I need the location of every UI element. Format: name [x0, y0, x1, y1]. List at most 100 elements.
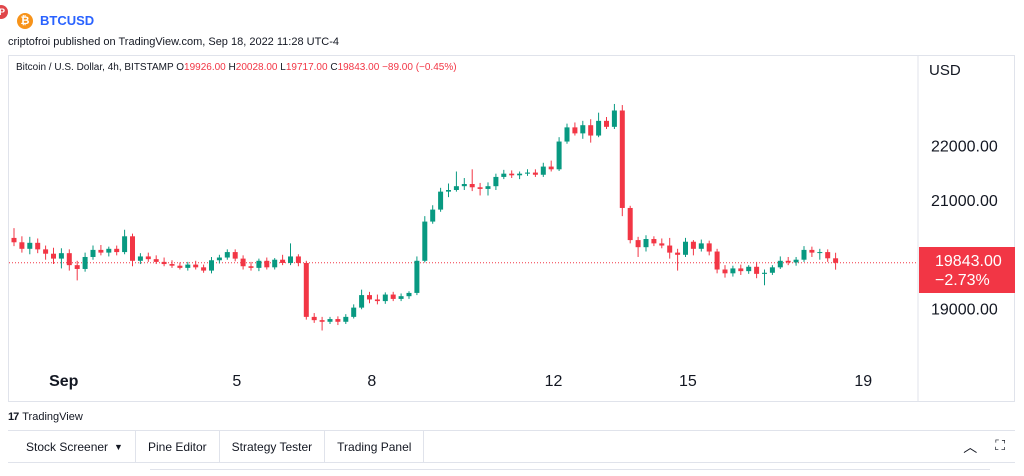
- legend-open-label: O: [176, 62, 185, 73]
- candle-body: [106, 248, 112, 253]
- strategy-tester-button[interactable]: Strategy Tester: [220, 431, 326, 462]
- candle-body: [564, 127, 570, 142]
- candle-body: [532, 172, 538, 175]
- candle-body: [169, 264, 175, 266]
- publish-info: criptofroi published on TradingView.com,…: [8, 36, 340, 48]
- candle-body: [359, 295, 365, 308]
- candle-body: [611, 110, 617, 127]
- candle-body: [311, 316, 317, 321]
- legend-instrument: Bitcoin / U.S. Dollar, 4h, BITSTAMP: [16, 62, 174, 73]
- candle-body: [98, 249, 104, 253]
- tradingview-logo-icon: 17: [8, 411, 19, 423]
- x-tick-label: 15: [679, 373, 697, 390]
- divider: [150, 469, 990, 470]
- candle-body: [706, 243, 712, 252]
- candle-body: [256, 260, 262, 268]
- candle-body: [327, 319, 333, 322]
- candle-body: [248, 266, 254, 268]
- chevron-down-icon: ▼: [114, 441, 123, 452]
- toolbar-right-controls: ︿ ⛶: [963, 437, 1005, 457]
- candle-body: [137, 256, 143, 261]
- candle-body: [619, 110, 625, 208]
- candle-body: [438, 191, 444, 210]
- candle-body: [19, 242, 25, 249]
- candle-body: [635, 240, 641, 248]
- candle-body: [130, 236, 135, 261]
- x-tick-label: 8: [367, 373, 376, 390]
- candle-body: [493, 176, 499, 187]
- axis-currency-label: USD: [929, 62, 961, 79]
- candle-body: [343, 316, 349, 322]
- candle-body: [817, 252, 823, 254]
- candle-body: [754, 266, 760, 274]
- candle-body: [501, 173, 507, 177]
- candle-body: [240, 258, 246, 267]
- candle-body: [675, 252, 681, 255]
- candle-body: [698, 243, 704, 249]
- candle-body: [809, 249, 815, 253]
- legend-close-value: 19843.00: [337, 62, 380, 73]
- candle-body: [714, 251, 720, 270]
- trading-panel-button[interactable]: Trading Panel: [325, 431, 425, 462]
- candle-body: [762, 272, 767, 274]
- candle-body: [58, 253, 64, 259]
- candle-body: [264, 260, 270, 268]
- candle-body: [161, 261, 167, 265]
- candle-body: [540, 166, 546, 175]
- candle-body: [746, 266, 752, 272]
- candle-body: [382, 294, 388, 302]
- candle-body: [833, 258, 839, 263]
- candle-body: [185, 264, 191, 268]
- candle-body: [224, 252, 230, 258]
- stock-screener-label: Stock Screener: [26, 439, 109, 454]
- candle-body: [667, 245, 673, 253]
- candle-body: [430, 209, 436, 222]
- candle-body: [801, 249, 807, 260]
- collapse-icon[interactable]: ︿: [963, 439, 978, 455]
- legend-low-label: L: [280, 62, 286, 73]
- candle-body: [351, 307, 357, 317]
- candle-body: [82, 256, 88, 269]
- candle-body: [651, 239, 657, 244]
- candle-body: [272, 259, 278, 268]
- fullscreen-icon[interactable]: ⛶: [995, 437, 1005, 453]
- legend-low-value: 19717.00: [285, 62, 328, 73]
- candle-body: [43, 249, 49, 254]
- candle-body: [209, 260, 214, 271]
- candle-body: [422, 221, 428, 261]
- symbol-title[interactable]: BTCUSD: [40, 13, 95, 28]
- candle-body: [288, 256, 293, 263]
- candle-body: [153, 259, 159, 262]
- y-tick-label: 19000.00: [931, 302, 998, 319]
- candle-body: [509, 173, 515, 176]
- pine-editor-label: Pine Editor: [147, 439, 207, 454]
- candle-body: [627, 207, 633, 241]
- candle-body: [390, 294, 396, 299]
- candle-body: [643, 239, 649, 248]
- ohlc-legend: Bitcoin / U.S. Dollar, 4h, BITSTAMP O199…: [16, 62, 457, 73]
- candle-body: [232, 252, 238, 259]
- candle-body: [580, 125, 586, 134]
- trading-panel-label: Trading Panel: [337, 439, 412, 454]
- candle-body: [367, 295, 372, 300]
- last-price-badge: 19843.00 −2.73%: [919, 247, 1015, 293]
- bottom-toolbar: Stock Screener ▼ Pine Editor Strategy Te…: [8, 430, 1015, 463]
- candle-body: [11, 237, 17, 243]
- candle-body: [280, 259, 286, 263]
- stock-screener-button[interactable]: Stock Screener ▼: [8, 431, 136, 462]
- candle-body: [548, 166, 554, 170]
- candle-body: [295, 256, 301, 263]
- y-tick-label: 22000.00: [931, 138, 998, 155]
- candle-body: [74, 265, 80, 269]
- candle-body: [722, 269, 728, 274]
- candle-body: [453, 186, 459, 190]
- candle-body: [793, 259, 799, 263]
- brand-name: TradingView: [22, 411, 83, 423]
- candle-body: [730, 268, 736, 274]
- pine-editor-button[interactable]: Pine Editor: [136, 431, 220, 462]
- candle-body: [477, 187, 483, 189]
- candle-body: [596, 120, 602, 136]
- candle-body: [201, 267, 207, 271]
- candle-body: [145, 256, 151, 260]
